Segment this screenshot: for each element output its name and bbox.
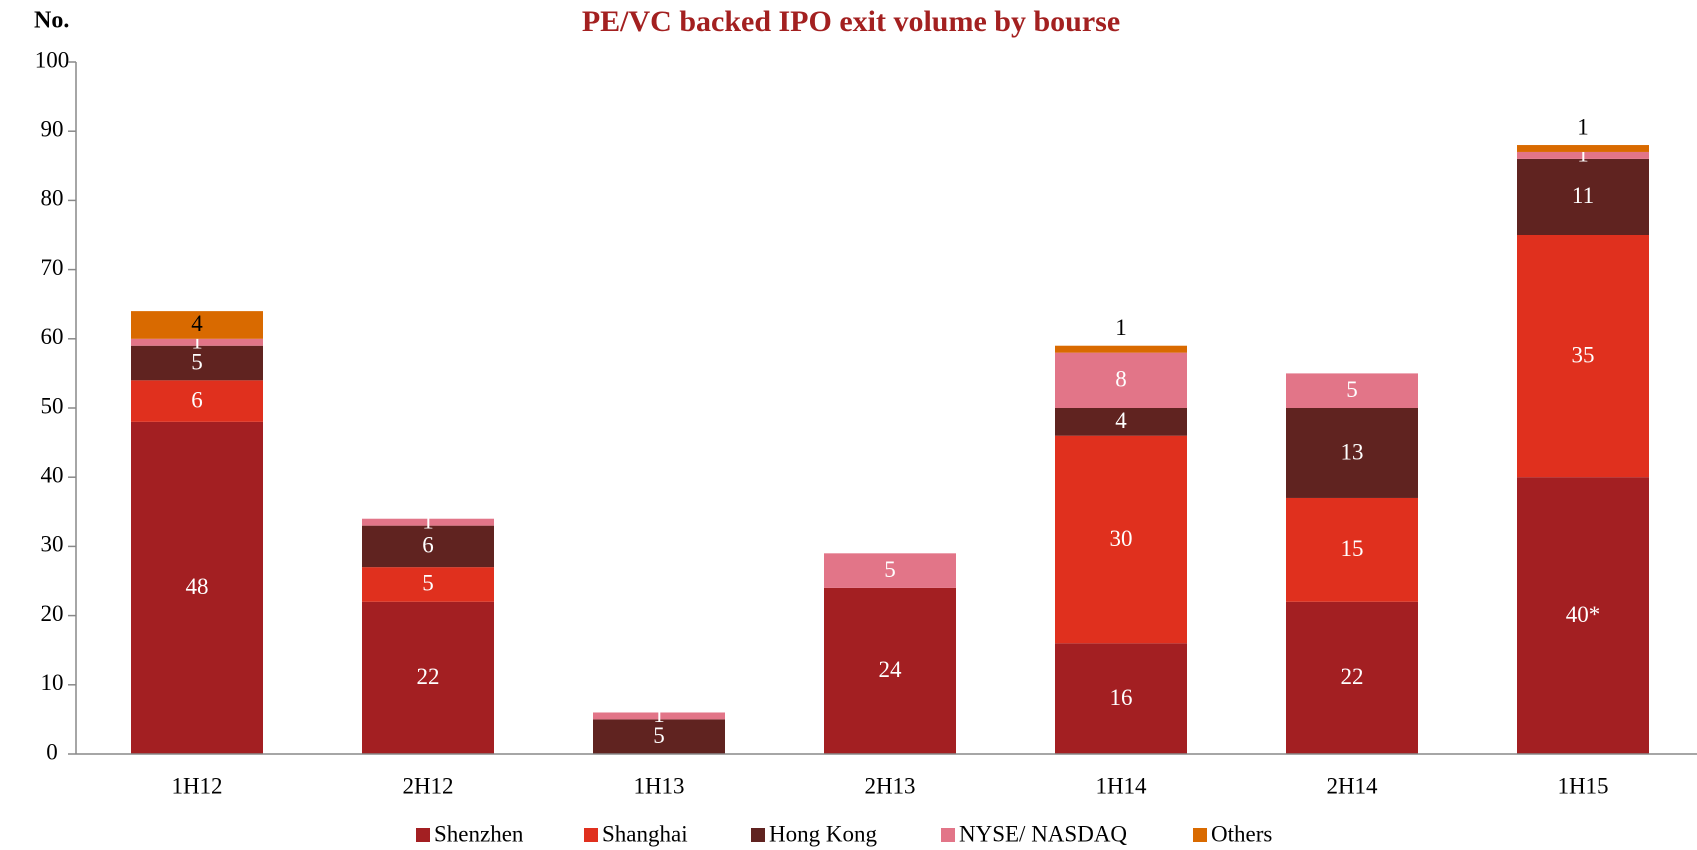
bar-segment bbox=[131, 345, 263, 381]
data-label: 11 bbox=[1572, 183, 1594, 208]
chart-title: PE/VC backed IPO exit volume by bourse bbox=[582, 5, 1120, 38]
bar-segment bbox=[1286, 373, 1418, 408]
data-label: 4 bbox=[191, 311, 203, 336]
bar-segment bbox=[1517, 158, 1649, 235]
y-tick-label: 80 bbox=[41, 186, 64, 211]
y-tick-label: 0 bbox=[46, 739, 58, 764]
data-label: 1 bbox=[1577, 114, 1589, 139]
bar-segment bbox=[362, 567, 494, 602]
x-tick-label: 1H13 bbox=[633, 773, 684, 798]
legend-label: Others bbox=[1211, 821, 1272, 846]
data-label: 5 bbox=[191, 349, 203, 374]
data-label: 40* bbox=[1566, 602, 1601, 627]
legend-label: NYSE/ NASDAQ bbox=[959, 821, 1127, 846]
legend-swatch bbox=[751, 828, 765, 842]
bar-segment bbox=[824, 587, 956, 754]
data-label: 1 bbox=[653, 702, 665, 727]
y-tick-label: 40 bbox=[41, 462, 64, 487]
data-label: 48 bbox=[186, 574, 209, 599]
data-label: 4 bbox=[1115, 408, 1127, 433]
bar-segment bbox=[1517, 145, 1649, 152]
legend-label: Hong Kong bbox=[769, 821, 877, 846]
bar-segment bbox=[1517, 151, 1649, 159]
data-label: 13 bbox=[1341, 439, 1364, 464]
y-tick-label: 90 bbox=[41, 116, 64, 141]
bar-segment bbox=[362, 601, 494, 754]
bar-segment bbox=[131, 380, 263, 422]
bar-segment bbox=[362, 518, 494, 526]
x-tick-label: 1H15 bbox=[1557, 773, 1608, 798]
bar-segment bbox=[1055, 408, 1187, 436]
bar-segment bbox=[1055, 352, 1187, 408]
data-label: 5 bbox=[1346, 377, 1358, 402]
legend-label: Shenzhen bbox=[434, 821, 524, 846]
legend-swatch bbox=[584, 828, 598, 842]
x-tick-label: 1H14 bbox=[1095, 773, 1147, 798]
data-label: 5 bbox=[884, 557, 896, 582]
y-tick-label: 70 bbox=[41, 255, 64, 280]
x-tick-label: 2H13 bbox=[864, 773, 915, 798]
data-label: 22 bbox=[417, 664, 440, 689]
y-tick-label: 100 bbox=[35, 47, 70, 72]
data-label: 6 bbox=[191, 387, 203, 412]
legend-label: Shanghai bbox=[602, 821, 688, 846]
legend-swatch bbox=[416, 828, 430, 842]
bar-segment bbox=[131, 311, 263, 339]
bar-segment bbox=[1286, 601, 1418, 754]
bar-segment bbox=[1055, 643, 1187, 754]
bar-segment bbox=[362, 525, 494, 568]
y-tick-label: 50 bbox=[41, 393, 64, 418]
bar-segment bbox=[1286, 408, 1418, 498]
data-label: 1 bbox=[1577, 142, 1589, 167]
data-label: 5 bbox=[653, 723, 665, 748]
bar-segment bbox=[1055, 435, 1187, 644]
data-label: 35 bbox=[1572, 342, 1595, 367]
data-label: 1 bbox=[191, 329, 203, 354]
legend-swatch bbox=[1193, 828, 1207, 842]
bar-segment bbox=[593, 712, 725, 720]
data-label: 5 bbox=[422, 571, 434, 596]
bar-segment bbox=[824, 553, 956, 588]
data-label: 22 bbox=[1341, 664, 1364, 689]
data-label: 6 bbox=[422, 533, 434, 558]
x-tick-label: 2H12 bbox=[402, 773, 453, 798]
data-label: 16 bbox=[1110, 685, 1133, 710]
y-tick-label: 10 bbox=[41, 670, 64, 695]
data-label: 8 bbox=[1115, 367, 1127, 392]
bar-segment bbox=[131, 338, 263, 346]
data-label: 15 bbox=[1341, 536, 1364, 561]
y-tick-label: 60 bbox=[41, 324, 64, 349]
x-tick-label: 2H14 bbox=[1326, 773, 1378, 798]
y-tick-label: 20 bbox=[41, 601, 64, 626]
bar-segment bbox=[131, 421, 263, 754]
legend-swatch bbox=[941, 828, 955, 842]
y-tick-label: 30 bbox=[41, 532, 64, 557]
bar-segment bbox=[1517, 235, 1649, 478]
data-label: 30 bbox=[1110, 526, 1133, 551]
data-label: 24 bbox=[879, 657, 903, 682]
bar-segment bbox=[1517, 477, 1649, 754]
bar-segment bbox=[1055, 345, 1187, 353]
bar-segment bbox=[593, 719, 725, 754]
y-axis-label: No. bbox=[34, 8, 69, 34]
data-label: 1 bbox=[422, 508, 434, 533]
x-tick-label: 1H12 bbox=[171, 773, 222, 798]
bar-segment bbox=[1286, 497, 1418, 602]
data-label: 1 bbox=[1115, 315, 1127, 340]
